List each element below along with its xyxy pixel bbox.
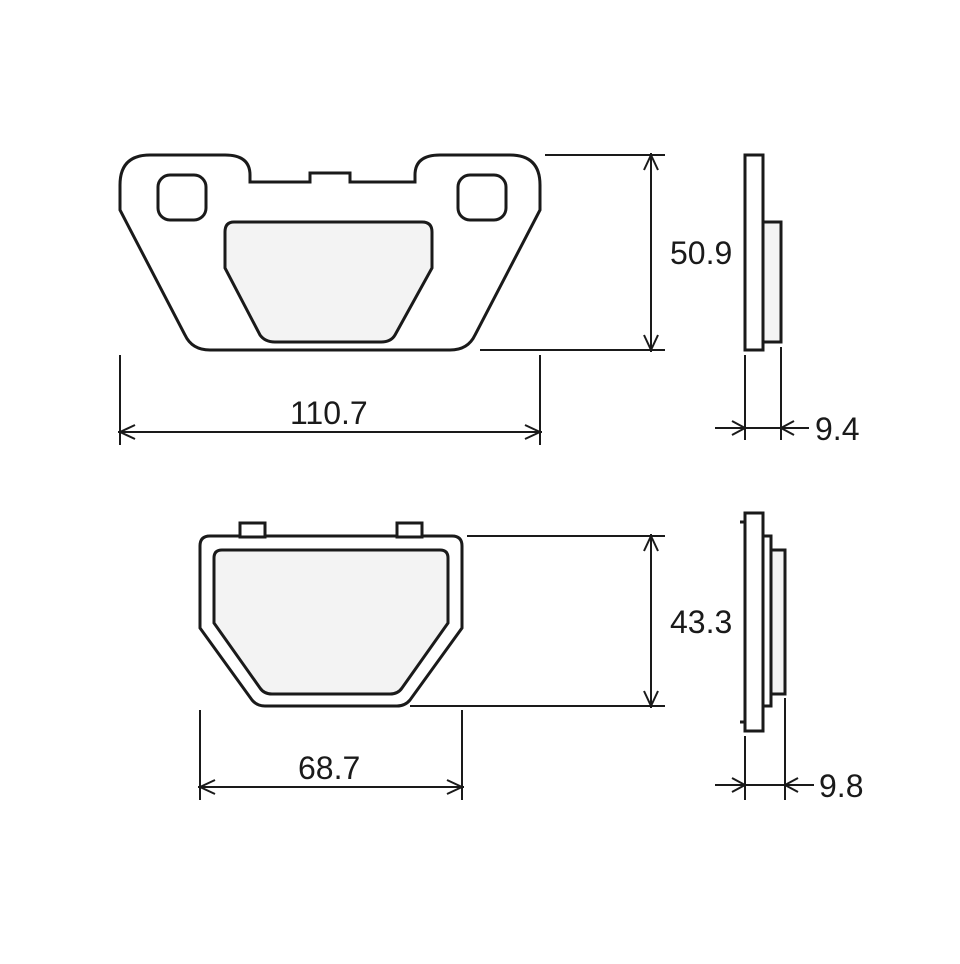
- pad2-side: [740, 513, 785, 731]
- pad2-width-label: 68.7: [298, 750, 360, 787]
- drawings-svg: [0, 0, 960, 959]
- pad1-front: [120, 155, 540, 350]
- diagram-canvas: 110.7 50.9 9.4 68.7 43.3 9.8: [0, 0, 960, 959]
- pad1-thickness-label: 9.4: [815, 411, 859, 448]
- pad1-side: [745, 155, 781, 350]
- pad2-height-label: 43.3: [670, 604, 732, 641]
- pad1-height-label: 50.9: [670, 235, 732, 272]
- pad2-front: [200, 523, 462, 706]
- pad1-width-label: 110.7: [290, 395, 368, 432]
- pad2-thickness-label: 9.8: [819, 768, 863, 805]
